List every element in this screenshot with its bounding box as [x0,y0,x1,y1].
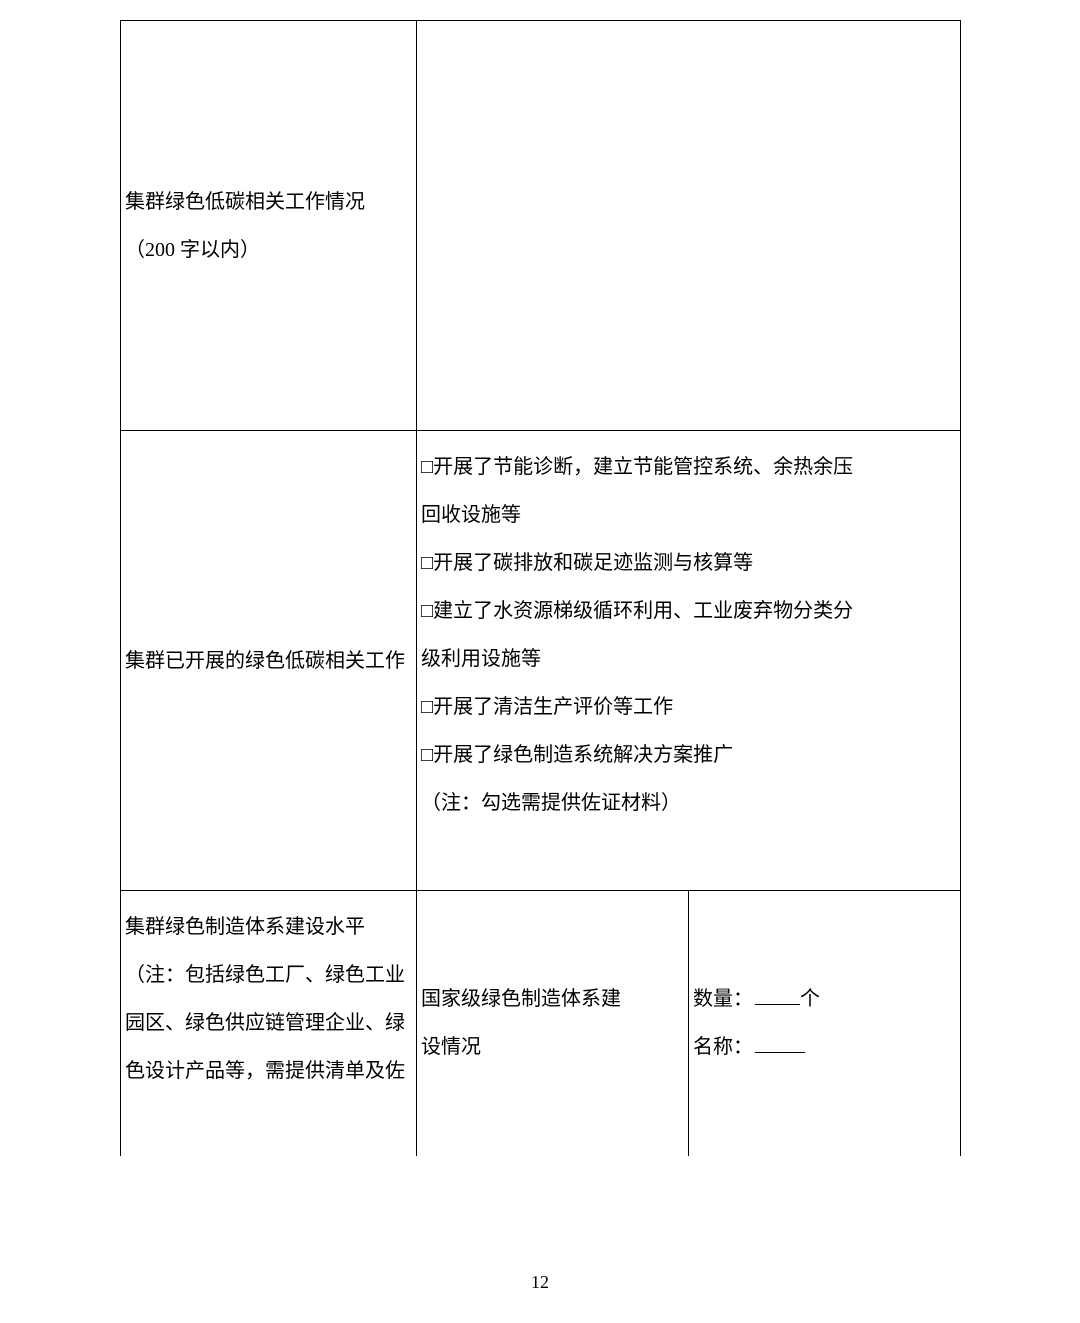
row3-qty-unit: 个 [800,988,820,1010]
row2-label-cell: 集群已开展的绿色低碳相关工作 [121,431,417,891]
option4: □开展了清洁生产评价等工作 [421,683,956,731]
row1-label-line1: 集群绿色低碳相关工作情况 [125,191,365,213]
row3-col2-line2: 设情况 [421,1023,684,1071]
row2-note: （注：勾选需提供佐证材料） [421,779,956,827]
name-blank [755,1052,805,1053]
row2-label: 集群已开展的绿色低碳相关工作 [125,650,405,672]
option2: □开展了碳排放和碳足迹监测与核算等 [421,539,956,587]
row1-content-cell [417,21,961,431]
row1-label-cell: 集群绿色低碳相关工作情况 （200 字以内） [121,21,417,431]
row3-qty-label: 数量： [693,988,753,1010]
option5: □开展了绿色制造系统解决方案推广 [421,731,956,779]
option3-line2: 级利用设施等 [421,635,956,683]
row1-label-line2: （200 字以内） [125,239,260,261]
row3-name-label: 名称： [693,1036,753,1058]
row3-col2-line1: 国家级绿色制造体系建 [421,975,684,1023]
row3-label-line1: 集群绿色制造体系建设水平 [125,903,412,951]
row3-col2-cell: 国家级绿色制造体系建 设情况 [417,891,689,1156]
option3-line1: □建立了水资源梯级循环利用、工业废弃物分类分 [421,587,956,635]
document-table: 集群绿色低碳相关工作情况 （200 字以内） 集群已开展的绿色低碳相关工作 □开… [120,20,961,1156]
row2-options-cell: □开展了节能诊断，建立节能管控系统、余热余压 回收设施等 □开展了碳排放和碳足迹… [417,431,961,891]
row3-col3-cell: 数量： 个 名称： [689,891,961,1156]
row3-label-line2: （注：包括绿色工厂、绿色工业 [125,951,412,999]
option1-line2: 回收设施等 [421,491,956,539]
row3-label-line4: 色设计产品等，需提供清单及佐 [125,1047,412,1095]
row3-label-cell: 集群绿色制造体系建设水平 （注：包括绿色工厂、绿色工业 园区、绿色供应链管理企业… [121,891,417,1156]
option1-line1: □开展了节能诊断，建立节能管控系统、余热余压 [421,443,956,491]
qty-blank [755,1004,800,1005]
row3-label-line3: 园区、绿色供应链管理企业、绿 [125,999,412,1047]
page-number: 12 [531,1272,549,1293]
